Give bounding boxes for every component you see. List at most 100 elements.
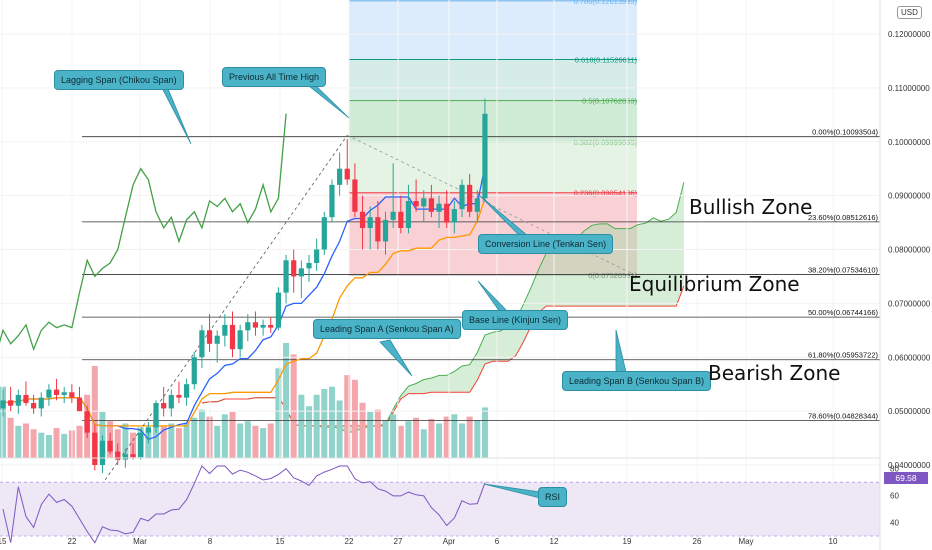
candle-body <box>46 389 52 398</box>
time-axis: 15 22 Mar 8 15 22 27 Apr 6 12 19 26 May 10 <box>0 537 838 546</box>
candle-body <box>99 440 106 465</box>
price-badge-tenkan: 0.08860994 <box>884 165 929 175</box>
currency-label[interactable]: USD <box>897 6 922 19</box>
candle-body <box>252 322 259 328</box>
candle-body <box>229 324 236 350</box>
zone-label-bullish: Bullish Zone <box>689 195 813 219</box>
volume-bar <box>22 423 29 458</box>
candle-body <box>314 249 320 263</box>
candle-body <box>375 217 381 242</box>
fib-extension-label: 0.382(0.09999095) <box>574 138 638 147</box>
candle-body <box>268 324 274 328</box>
candle-body <box>459 184 465 210</box>
volume-bar <box>428 418 435 458</box>
rsi-line <box>2 465 486 544</box>
candle-body <box>382 219 389 242</box>
callout-rsi: RSI <box>538 487 568 507</box>
rsi-tick-label: 80 <box>890 465 899 474</box>
candlesticks <box>0 98 488 474</box>
candle-body <box>306 262 312 269</box>
price-tick-label: 0.08000000 <box>888 246 931 255</box>
candle-body <box>398 211 404 228</box>
zone-label-bearish: Bearish Zone <box>708 361 841 385</box>
volume-bar <box>367 412 374 458</box>
candle-body <box>168 394 174 409</box>
candle-body <box>130 454 136 457</box>
callout-base-line: Base Line (Kinjun Sen) <box>462 310 569 330</box>
volume-bar <box>459 423 465 458</box>
volume-bar <box>53 428 60 458</box>
candle-body <box>390 211 396 220</box>
rsi-badge: 69.58 <box>884 472 928 484</box>
candle-body <box>38 397 44 409</box>
volume-bar <box>359 402 366 458</box>
candle-body <box>199 330 205 358</box>
candle-body <box>206 330 213 344</box>
volume-bar <box>267 423 274 458</box>
volume-bar <box>7 417 14 458</box>
candle-body <box>428 198 434 212</box>
callout-previous-ath: Previous All Time High <box>222 67 327 87</box>
volume-bar <box>283 343 290 458</box>
candle-body <box>413 201 419 207</box>
volume-bar <box>221 414 228 458</box>
volume-bar <box>420 429 427 458</box>
volume-bar <box>237 423 244 458</box>
volume-bar <box>298 394 305 458</box>
volume-badge: 406.931M <box>887 422 925 432</box>
candle-body <box>0 400 6 409</box>
candle-body <box>84 411 90 433</box>
price-tick-label: 0.06000000 <box>888 353 931 362</box>
volume-bar <box>91 366 98 458</box>
candle-body <box>367 217 373 228</box>
volume-bar <box>275 368 282 458</box>
candle-body <box>482 113 488 199</box>
volume-bar <box>198 409 205 458</box>
fib-retracement-label: 0.00%(0.10093504) <box>812 128 878 137</box>
candle-body <box>138 432 144 457</box>
volume-bar <box>306 406 312 458</box>
pointer-base-line <box>477 280 509 313</box>
volume-bar <box>191 417 198 458</box>
fib-retracement-label: 61.80%(0.05953722) <box>808 351 879 360</box>
candle-body <box>222 324 228 336</box>
fib-zone-band <box>349 141 637 193</box>
price-badge-kijun: 0.06660777 <box>884 261 929 271</box>
volume-bar <box>443 416 450 458</box>
price-badge-last: 0.10521598 08:56:16 <box>884 93 929 114</box>
candle-body <box>436 203 442 212</box>
price-tick-label: 0.07000000 <box>888 299 931 308</box>
leading-span-b-line <box>201 285 685 427</box>
volume-bar <box>382 420 389 458</box>
time-tick-label: 19 <box>623 537 632 546</box>
volume-bar <box>160 425 167 458</box>
time-tick-label: 8 <box>208 537 213 546</box>
time-tick-label: 22 <box>68 537 77 546</box>
candle-body <box>344 168 350 180</box>
rsi-pane: 80 60 40 <box>0 457 899 544</box>
candle-body <box>359 211 366 228</box>
volume-bar <box>61 433 68 458</box>
volume-bar <box>481 407 488 458</box>
candle-body <box>337 168 343 185</box>
volume-bars <box>0 343 488 458</box>
fib-retracement-label: 38.20%(0.07534610) <box>808 266 879 275</box>
fib-extension-label: 0(0.07526591) <box>588 271 637 280</box>
candle-body <box>107 440 113 452</box>
candle-body <box>176 394 182 398</box>
fib-retracement-label: 50.00%(0.06744166) <box>808 308 879 317</box>
candle-body <box>61 392 67 395</box>
pointer-leading-span-b <box>615 329 627 373</box>
time-tick-label: 15 <box>0 537 7 546</box>
candle-body <box>31 403 37 409</box>
candle-body <box>115 451 121 460</box>
price-tick-label: 0.10000000 <box>888 138 931 147</box>
volume-bar <box>229 412 236 458</box>
time-tick-label: 15 <box>276 537 285 546</box>
volume-bar <box>313 394 320 458</box>
time-tick-label: 26 <box>693 537 702 546</box>
fib-retracement-label: 78.60%(0.04828344) <box>808 411 879 420</box>
price-badge-close: 0.10517965 <box>884 115 929 125</box>
